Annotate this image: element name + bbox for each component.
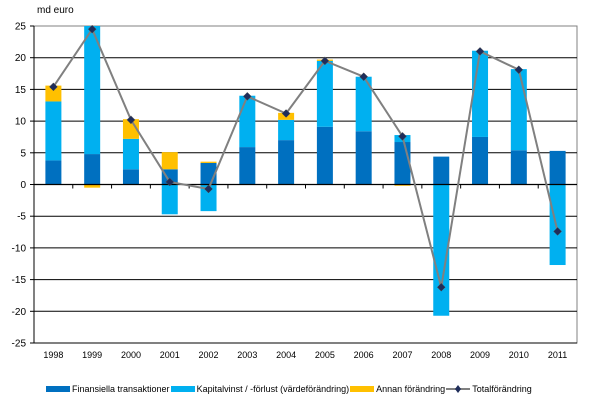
bar-financial-2003 [239,147,256,185]
legend-label: Finansiella transaktioner [72,384,170,394]
total-marker-2001 [165,177,175,187]
y-tick-label: 20 [15,53,27,64]
x-tick-label: 2006 [354,350,374,360]
bar-financial-2005 [316,126,333,185]
x-tick-label: 2005 [315,350,335,360]
x-tick-label: 2002 [199,350,219,360]
bar-other-2001 [161,152,178,170]
bar-other-2002 [200,161,217,163]
legend-item-total: Totalförändring [446,384,532,394]
legend-swatch [350,386,375,392]
bar-financial-2010 [510,150,527,185]
total-marker-2006 [359,72,369,82]
total-marker-2011 [553,227,562,236]
bar-financial-1999 [84,154,101,185]
bar-financial-2006 [355,131,372,185]
bar-other-1999 [84,184,101,188]
legend-swatch [170,386,195,392]
total-marker-2007 [398,131,407,141]
bar-capital-2010 [510,69,527,151]
bar-capital-2009 [472,50,489,137]
bar-capital-2000 [122,138,139,170]
legend-label: Totalförändring [472,384,532,394]
legend-label: Kapitalvinst / -förlust (värdeförändring… [196,384,350,394]
total-marker-2002 [204,184,213,194]
bar-financial-2000 [122,169,139,185]
bar-financial-2008 [433,156,450,185]
x-tick-label: 2007 [392,350,412,360]
total-marker-2003 [242,92,252,101]
total-marker-1999 [87,24,97,34]
x-tick-label: 1999 [82,350,102,360]
bar-capital-2003 [239,95,256,148]
total-marker-2008 [436,282,446,292]
x-tick-label: 2003 [237,350,257,360]
legend-label: Annan förändring [376,384,446,394]
x-tick-label: 2010 [509,350,529,360]
bar-financial-2001 [161,169,178,185]
y-tick-label: -10 [12,243,27,254]
x-tick-label: 1998 [43,350,63,360]
bar-financial-2011 [549,150,566,185]
x-tick-label: 2000 [121,350,141,360]
legend-item-financial: Finansiella transaktioner [46,384,170,394]
legend: Finansiella transaktioner Kapitalvinst /… [46,384,533,394]
bar-capital-2002 [200,184,217,212]
bar-other-1998 [45,85,62,102]
x-tick-label: 2004 [276,350,296,360]
y-axis-unit: md euro [37,5,74,16]
total-line [52,27,559,288]
bar-financial-2009 [472,136,489,185]
total-marker-2005 [320,56,330,66]
total-marker-2004 [281,109,291,118]
y-tick-label: 5 [20,148,26,159]
y-tick-label: -20 [12,307,27,318]
bar-capital-2004 [278,119,295,141]
y-tick-label: -5 [17,212,26,223]
bar-capital-2008 [433,184,450,316]
total-marker-2000 [126,115,136,125]
bar-other-2007 [394,184,411,186]
total-marker-1998 [49,82,58,92]
bar-capital-2001 [161,184,178,215]
legend-item-capital: Kapitalvinst / -förlust (värdeförändring… [170,384,350,394]
bar-capital-2011 [549,184,566,266]
x-tick-label: 2001 [160,350,180,360]
total-marker-2010 [514,65,524,75]
bar-capital-1998 [45,101,62,161]
y-tick-label: 25 [15,22,27,33]
bar-capital-1999 [84,26,101,155]
bar-other-2000 [122,119,139,139]
y-tick-label: 15 [15,85,27,96]
x-tick-label: 2011 [548,350,567,360]
bar-financial-1998 [45,160,62,185]
bar-capital-2005 [316,60,333,127]
x-tick-label: 2009 [470,350,490,360]
y-tick-label: -15 [12,275,27,286]
y-tick-label: 10 [15,117,27,128]
bar-financial-2007 [394,142,411,185]
bar-financial-2004 [278,140,295,185]
total-marker-2009 [475,47,485,56]
legend-line-marker-icon [446,385,471,393]
legend-item-other: Annan förändring [350,384,445,394]
y-tick-label: -25 [12,339,27,350]
y-tick-label: 0 [20,180,26,191]
x-tick-label: 2008 [431,350,451,360]
bar-capital-2006 [355,76,372,132]
legend-swatch [46,386,70,392]
